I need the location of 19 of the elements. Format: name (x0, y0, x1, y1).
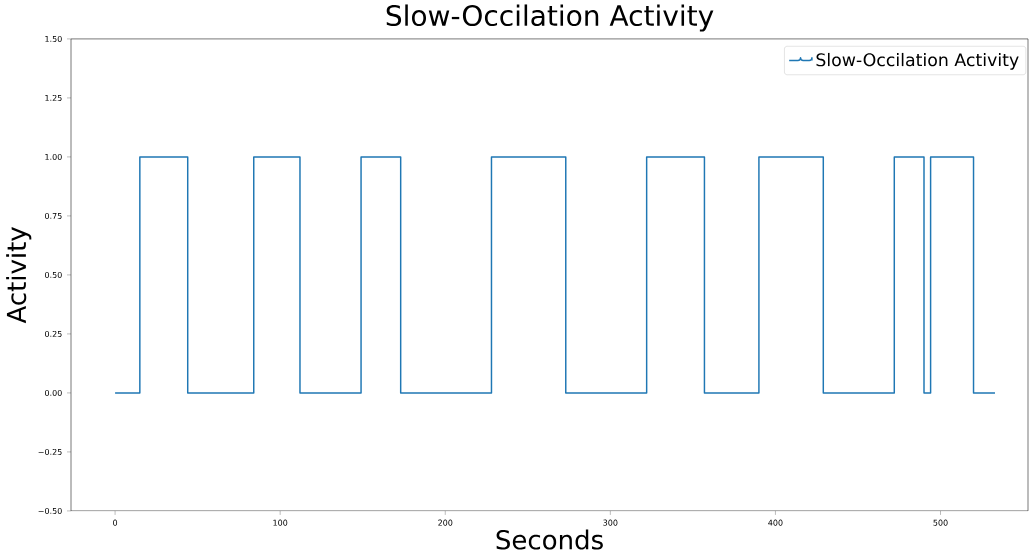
y-tick-label: −0.25 (38, 448, 62, 455)
x-tick-label: 400 (768, 519, 783, 526)
x-tick-label: 100 (273, 519, 288, 526)
x-tick-label: 300 (603, 519, 618, 526)
legend-label: Slow-Occilation Activity (816, 52, 1019, 70)
y-tick-label: 0.50 (45, 271, 62, 278)
x-axis-title: Seconds (496, 529, 603, 550)
x-tick-label: 500 (933, 519, 948, 526)
y-tick-label: 0.75 (45, 212, 62, 219)
y-tick-label: 1.25 (45, 94, 62, 101)
y-tick-label: 1.50 (45, 35, 62, 42)
y-axis-title: Activity (6, 227, 32, 324)
x-tick-label: 0 (113, 519, 118, 526)
chart-title: Slow-Occilation Activity (386, 4, 714, 32)
y-tick-label: −0.50 (38, 507, 62, 514)
x-tick-label: 200 (438, 519, 453, 526)
y-tick-label: 0.25 (45, 330, 62, 337)
y-tick-label: 0.00 (45, 389, 62, 396)
y-tick-label: 1.00 (45, 153, 62, 160)
